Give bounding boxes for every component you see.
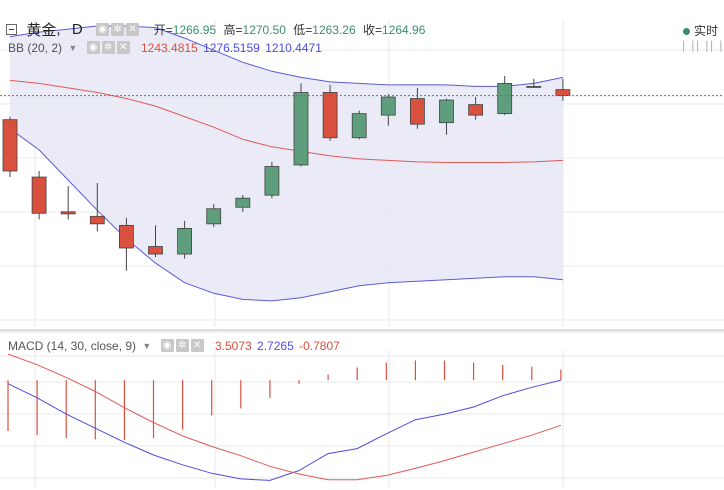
macd-close-icon[interactable]: ✕	[190, 339, 204, 353]
bb-close-icon[interactable]: ✕	[116, 41, 130, 55]
bb-gear-icon[interactable]: ✲	[101, 41, 115, 55]
candle[interactable]	[351, 110, 367, 140]
main-legend: 黄金, D ◉ ✲ ✕ 开=1266.95 高=1270.50 低=1263.26 …	[6, 19, 427, 40]
candle-body	[497, 83, 513, 115]
bb-middle-line	[9, 79, 563, 163]
macd-legend: MACD (14, 30, close, 9) ▼ ◉ ✲ ✕ 3.5073 2.7…	[8, 338, 340, 353]
candle-body	[322, 92, 338, 139]
macd-value: 2.7265	[257, 338, 294, 353]
side-buttons: ❘❘❘❘❘❘	[676, 38, 724, 52]
candle[interactable]	[380, 93, 396, 126]
candle[interactable]	[60, 186, 76, 220]
candle-body	[293, 92, 309, 166]
dropdown-arrow-icon[interactable]: ▼	[68, 42, 78, 53]
candle-body	[31, 176, 47, 214]
candle-body	[235, 197, 251, 208]
candle-body	[439, 99, 454, 124]
candle-body	[555, 89, 571, 97]
candle-body	[60, 211, 76, 215]
candle[interactable]	[468, 97, 484, 120]
candle-body	[2, 119, 18, 172]
macd-eye-icon[interactable]: ◉	[160, 339, 174, 353]
candle[interactable]	[206, 204, 222, 227]
candle[interactable]	[235, 195, 251, 212]
candle[interactable]	[293, 83, 309, 167]
macd-histogram	[7, 360, 562, 441]
open-label: 开=	[153, 23, 173, 37]
bb-lower-line	[9, 128, 563, 302]
symbol-separator: ,	[56, 21, 61, 38]
bb-legend: BB (20, 2) ▼ ◉ ✲ ✕ 1243.4815 1276.5159 121…	[8, 40, 322, 55]
signal-line	[7, 353, 562, 481]
candle-body	[148, 246, 163, 255]
bb-name[interactable]: BB (20, 2)	[8, 40, 63, 55]
candles	[2, 75, 571, 271]
bb-eye-icon[interactable]: ◉	[86, 41, 100, 55]
candle-body	[206, 208, 222, 225]
macd-histogram-value: 3.5073	[215, 338, 252, 353]
bb-middle-value: 1243.4815	[140, 40, 198, 55]
candle[interactable]	[264, 161, 280, 199]
candle[interactable]	[89, 183, 105, 232]
side-button-2-icon[interactable]: ❘❘	[693, 40, 712, 52]
bb-lower-value: 1210.4471	[265, 40, 322, 55]
candle-body	[380, 96, 396, 116]
candle-body	[526, 86, 542, 88]
bb-upper-value: 1276.5159	[203, 40, 260, 55]
candle-body	[264, 166, 280, 196]
high-label: 高=	[223, 23, 243, 37]
live-indicator[interactable]: 实时	[682, 22, 718, 39]
candle-body	[351, 113, 367, 139]
macd-name[interactable]: MACD (14, 30, close, 9)	[8, 338, 137, 353]
candle[interactable]	[31, 171, 47, 220]
candle[interactable]	[322, 84, 338, 141]
candle[interactable]	[177, 220, 193, 259]
symbol-name[interactable]: 黄金	[26, 22, 57, 39]
side-button-3-icon[interactable]: ❘❘	[707, 40, 724, 52]
candle-body	[177, 227, 193, 255]
candle[interactable]	[148, 225, 163, 258]
candle-body	[409, 98, 425, 125]
high-value: 1270.50	[242, 22, 286, 37]
side-button-1-icon[interactable]: ❘❘	[679, 40, 698, 52]
macd-gear-icon[interactable]: ✲	[175, 339, 189, 353]
macd-dropdown-arrow-icon[interactable]: ▼	[142, 340, 152, 351]
candle[interactable]	[2, 116, 18, 178]
bb-band-fill	[10, 26, 563, 301]
candle-body	[89, 215, 105, 225]
candle[interactable]	[526, 78, 542, 88]
candle[interactable]	[555, 78, 571, 101]
candle[interactable]	[119, 217, 134, 271]
collapse-icon[interactable]	[6, 24, 17, 35]
low-label: 低=	[293, 23, 313, 37]
close-label: 收=	[363, 23, 383, 37]
close-value: 1264.96	[382, 22, 426, 37]
live-dot-icon	[682, 28, 690, 36]
gear-icon[interactable]: ✲	[111, 23, 125, 36]
macd-line	[7, 379, 562, 481]
low-value: 1263.26	[312, 22, 356, 37]
candle-body	[119, 224, 134, 249]
candle[interactable]	[439, 98, 454, 135]
open-value: 1266.95	[172, 22, 217, 37]
close-icon[interactable]: ✕	[126, 23, 140, 36]
signal-value: -0.7807	[299, 338, 340, 353]
candle[interactable]	[409, 87, 425, 129]
live-label: 实时	[693, 24, 718, 38]
interval-label[interactable]: D	[71, 21, 83, 38]
eye-icon[interactable]: ◉	[96, 23, 110, 36]
candle-body	[468, 104, 484, 116]
